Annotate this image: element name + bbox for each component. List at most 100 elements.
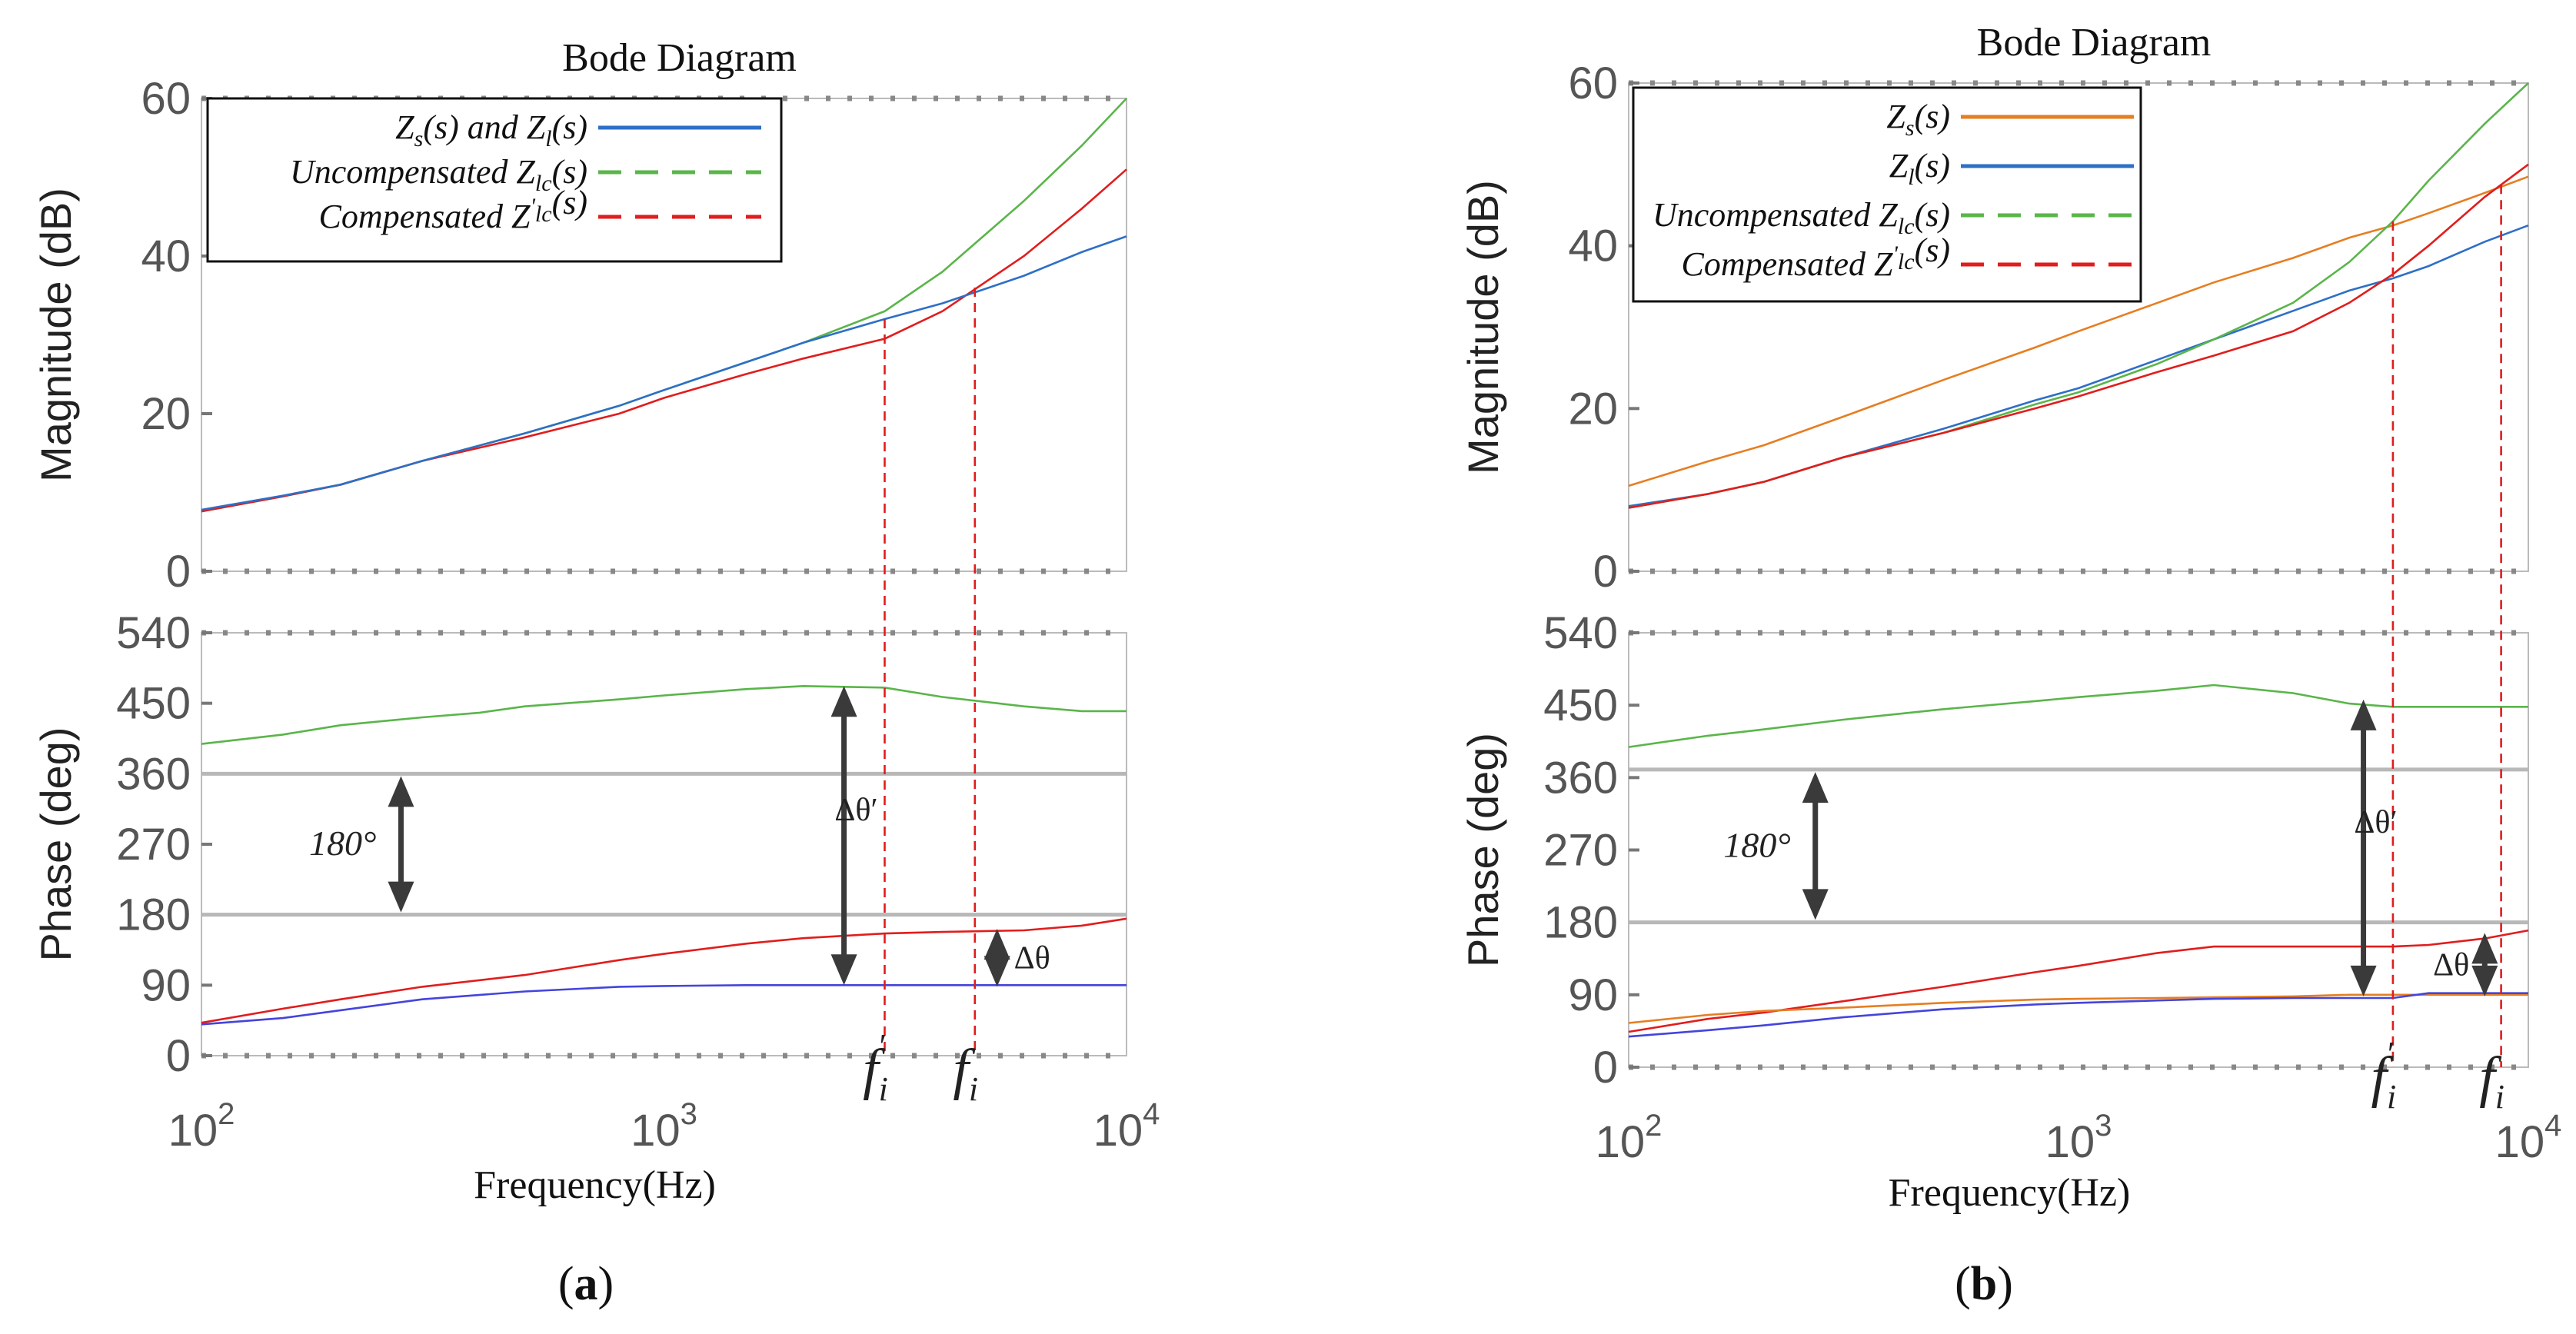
panel-paren-open: ( [558, 1258, 574, 1310]
legend-text-part: ' [1892, 241, 1898, 267]
x-tick-exponent: 2 [1645, 1109, 1662, 1143]
arrow-head-up [983, 929, 1010, 960]
x-tick-label: 104 [2495, 1109, 2562, 1167]
legend-text-part: s [1905, 115, 1915, 141]
legend-entry-label: Zs(s) [1886, 98, 1950, 141]
magnitude-series-line [1628, 163, 2529, 509]
arrow-head-down [983, 956, 1010, 987]
panel-label: (b) [1955, 1258, 2013, 1310]
legend-entry-label: Uncompensated Zlc(s) [1652, 196, 1950, 239]
legend-text-part: (s) [1915, 147, 1950, 185]
chart-panel-b: Bode Diagram 0 20 40 60 0 90 180 270 360 450 540 Mag… [1459, 21, 2561, 1310]
x-tick-label: 102 [1596, 1109, 1662, 1167]
arrow-head-up [2471, 933, 2498, 964]
chart-title: Bode Diagram [562, 36, 797, 80]
phase-y-tick-label: 90 [1568, 970, 1618, 1020]
legend-text-part: (s) [552, 184, 587, 221]
phase-y-tick-label: 450 [1543, 680, 1618, 730]
legend-entry-label: Compensated Z'lc(s) [318, 184, 587, 235]
x-tick-exponent: 3 [2095, 1109, 2112, 1143]
phase-series-line [201, 917, 1127, 1024]
fi-marker-sub: i [2495, 1078, 2504, 1116]
x-tick-base: 10 [2495, 1117, 2545, 1167]
phase-y-tick-label: 360 [1543, 753, 1618, 803]
arrow-head-up [388, 776, 414, 807]
phase-y-tick-label: 0 [166, 1031, 191, 1081]
legend: Zs(s) and Zl(s)Uncompensated Zlc(s)Compe… [206, 97, 783, 263]
phase-ylabel: Phase (deg) [32, 727, 80, 961]
mag-y-tick-label: 0 [166, 547, 191, 597]
mag-y-tick-label: 0 [1593, 547, 1618, 597]
mag-y-tick-label: 40 [141, 231, 191, 281]
legend-text-part: Compensated Z [318, 198, 531, 235]
phase-y-tick-label: 0 [1593, 1043, 1618, 1093]
phase-ylabel: Phase (deg) [1459, 733, 1507, 967]
x-tick-exponent: 3 [681, 1097, 697, 1131]
fi-marker-sup: ′ [877, 1027, 886, 1065]
arrow-head-down [1802, 889, 1829, 920]
panel-paren-open: ( [1955, 1258, 1971, 1310]
arrow-head-up [2350, 699, 2377, 730]
double-arrow [2350, 699, 2377, 996]
fi-marker-label: fi′ [863, 1027, 888, 1108]
arrow-head-down [2471, 965, 2498, 996]
magnitude-ylabel: Magnitude (dB) [1459, 180, 1507, 474]
phase-series-line [1628, 929, 2529, 1033]
legend-text-part: (s) [552, 153, 587, 191]
panel-label: (a) [558, 1258, 614, 1310]
double-arrow [2471, 933, 2498, 996]
annotation-delta-theta-prime: Δθ′ [2354, 805, 2397, 840]
arrow-head-up [1802, 772, 1829, 803]
phase-y-tick-label: 450 [116, 679, 191, 729]
magnitude-axes-frame [1628, 82, 2529, 572]
legend-text-part: (s) [1915, 196, 1950, 234]
annotation-180-deg: 180° [309, 823, 376, 863]
x-tick-label: 103 [2045, 1109, 2112, 1167]
phase-series-line [201, 684, 1127, 745]
legend-text-part: lc [535, 201, 552, 227]
magnitude-series-line [1628, 175, 2529, 487]
annotation-180-deg: 180° [1723, 825, 1790, 864]
mag-y-tick-label: 20 [1568, 384, 1618, 434]
legend-text-part: (s) [1915, 231, 1950, 269]
x-tick-base: 10 [1093, 1106, 1143, 1156]
x-tick-base: 10 [168, 1106, 218, 1156]
legend-text-part: l [1908, 165, 1914, 190]
annotation-delta-theta-prime: Δθ′ [834, 793, 877, 828]
fi-marker-sub: i [879, 1070, 888, 1108]
legend-box [206, 97, 783, 263]
phase-y-tick-label: 540 [116, 608, 191, 658]
x-tick-base: 10 [1596, 1117, 1646, 1167]
double-arrow [388, 776, 414, 913]
magnitude-ylabel: Magnitude (dB) [32, 188, 80, 482]
x-tick-exponent: 4 [1143, 1097, 1160, 1131]
annotation-delta-theta: Δθ [2433, 948, 2469, 983]
phase-y-tick-label: 180 [1543, 898, 1618, 948]
mag-y-tick-label: 60 [141, 74, 191, 124]
x-axis-label: Frequency(Hz) [1889, 1171, 2131, 1215]
legend-text-part: ' [530, 194, 535, 219]
legend-entry-label: Zs(s) and Zl(s) [395, 108, 587, 151]
arrow-head-down [388, 881, 414, 913]
x-tick-base: 10 [2045, 1117, 2095, 1167]
legend-text-part: lc [1898, 249, 1915, 274]
phase-y-tick-label: 90 [141, 960, 191, 1010]
chart-title: Bode Diagram [1977, 21, 2212, 65]
legend-text-part: (s) [1915, 98, 1950, 135]
x-tick-label: 102 [168, 1097, 235, 1156]
x-tick-exponent: 4 [2544, 1109, 2561, 1143]
panel-letter: b [1971, 1258, 1997, 1310]
fi-marker-label: fi [2479, 1046, 2504, 1116]
panel-letter: a [574, 1258, 598, 1310]
phase-y-tick-label: 270 [1543, 826, 1618, 876]
double-arrow [830, 686, 857, 986]
mag-y-tick-label: 40 [1568, 221, 1618, 271]
phase-series-line [201, 984, 1127, 1026]
phase-y-tick-label: 270 [116, 820, 191, 870]
annotation-delta-theta: Δθ [1014, 941, 1050, 976]
fi-marker-sub: i [969, 1070, 978, 1108]
phase-y-tick-label: 540 [1543, 608, 1618, 658]
phase-series-line [1628, 992, 2528, 1038]
legend-text-part: Z [1889, 147, 1909, 185]
